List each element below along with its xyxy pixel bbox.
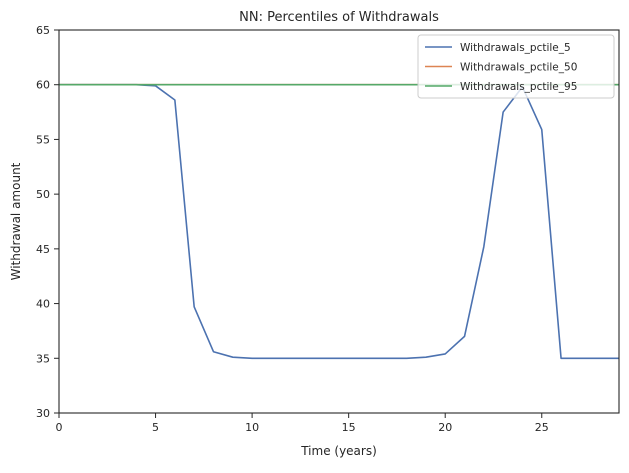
x-axis-ticks: 0 5 10 15 20 25 xyxy=(56,413,549,434)
legend-box xyxy=(417,34,615,99)
y-axis-ticks: 30 35 40 45 50 55 60 65 xyxy=(36,24,59,420)
y-tick-label: 55 xyxy=(36,133,50,146)
y-tick-label: 50 xyxy=(36,188,50,201)
y-tick-label: 60 xyxy=(36,79,50,92)
y-tick-label: 30 xyxy=(36,407,50,420)
x-tick-label: 10 xyxy=(245,421,259,434)
x-tick-label: 0 xyxy=(56,421,63,434)
x-tick-label: 20 xyxy=(438,421,452,434)
x-tick-label: 25 xyxy=(535,421,549,434)
series-layer xyxy=(59,83,619,360)
legend: Withdrawals_pctile_5 Withdrawals_pctile_5… xyxy=(417,34,615,99)
plot-frame xyxy=(58,29,620,414)
y-tick-label: 40 xyxy=(36,298,50,311)
y-tick-label: 45 xyxy=(36,243,50,256)
legend-label: Withdrawals_pctile_50 xyxy=(460,62,577,74)
x-tick-label: 15 xyxy=(342,421,356,434)
series-line-1 xyxy=(59,83,619,360)
legend-label: Withdrawals_pctile_5 xyxy=(460,42,571,54)
chart-title: NN: Percentiles of Withdrawals xyxy=(239,10,439,25)
x-axis-label: Time (years) xyxy=(300,444,377,458)
y-tick-label: 35 xyxy=(36,352,50,365)
legend-label: Withdrawals_pctile_95 xyxy=(460,81,577,93)
y-axis-label: Withdrawal amount xyxy=(9,162,23,280)
y-tick-label: 65 xyxy=(36,24,50,37)
x-tick-label: 5 xyxy=(152,421,159,434)
